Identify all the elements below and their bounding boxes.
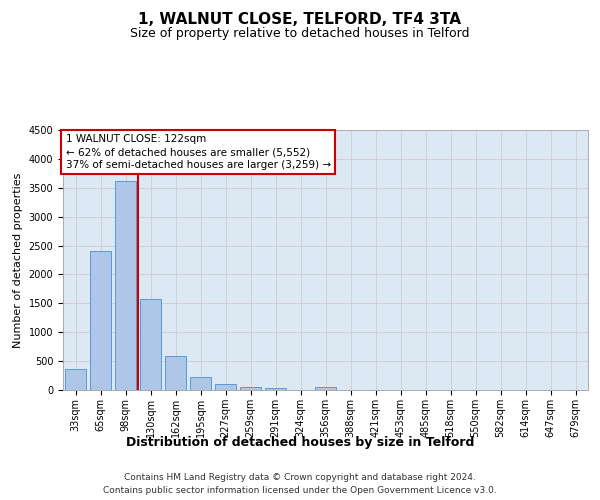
Bar	[115, 181, 136, 390]
Text: Size of property relative to detached houses in Telford: Size of property relative to detached ho…	[130, 28, 470, 40]
Text: 1 WALNUT CLOSE: 122sqm
← 62% of detached houses are smaller (5,552)
37% of semi-: 1 WALNUT CLOSE: 122sqm ← 62% of detached…	[65, 134, 331, 170]
Text: 1, WALNUT CLOSE, TELFORD, TF4 3TA: 1, WALNUT CLOSE, TELFORD, TF4 3TA	[139, 12, 461, 28]
Bar	[215, 384, 236, 390]
Bar	[190, 378, 211, 390]
Bar	[315, 386, 336, 390]
Bar	[165, 356, 186, 390]
Text: Contains public sector information licensed under the Open Government Licence v3: Contains public sector information licen…	[103, 486, 497, 495]
Bar	[140, 298, 161, 390]
Bar	[265, 388, 286, 390]
Text: Contains HM Land Registry data © Crown copyright and database right 2024.: Contains HM Land Registry data © Crown c…	[124, 472, 476, 482]
Y-axis label: Number of detached properties: Number of detached properties	[13, 172, 23, 348]
Text: Distribution of detached houses by size in Telford: Distribution of detached houses by size …	[126, 436, 474, 449]
Bar	[240, 386, 261, 390]
Bar	[90, 252, 111, 390]
Bar	[65, 368, 86, 390]
